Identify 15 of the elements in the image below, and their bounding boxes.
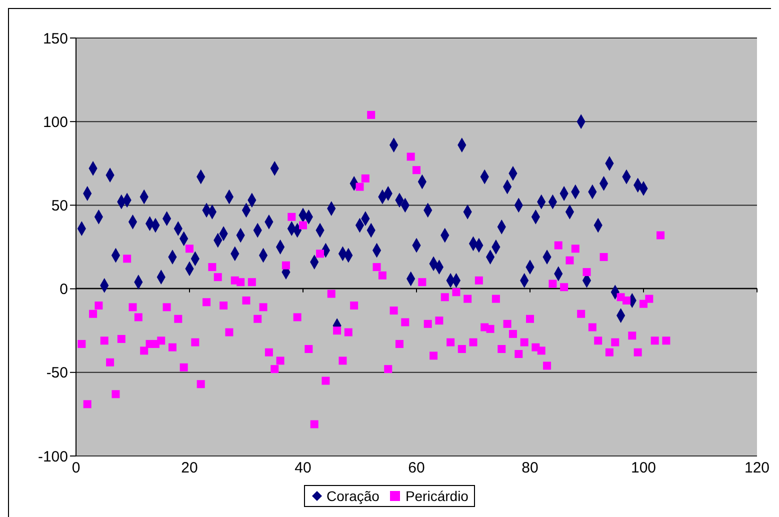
legend-label: Pericárdio <box>405 488 468 504</box>
y-tick-label: 0 <box>60 281 68 298</box>
x-tick-label: 120 <box>744 460 770 477</box>
y-tick-label: -100 <box>38 448 68 466</box>
legend-label: Coração <box>326 488 380 504</box>
y-tick-label: 100 <box>42 114 68 131</box>
x-tick-label: 40 <box>294 460 312 477</box>
x-tick-label: 0 <box>72 460 80 477</box>
y-tick-label: 50 <box>51 198 68 215</box>
y-tick-label: -50 <box>46 364 68 382</box>
x-tick-label: 80 <box>522 460 538 477</box>
x-tick-label: 20 <box>181 460 198 477</box>
x-tick-label: 100 <box>630 460 656 477</box>
x-tick-label: 60 <box>408 460 425 477</box>
y-tick-label: 150 <box>42 30 68 48</box>
